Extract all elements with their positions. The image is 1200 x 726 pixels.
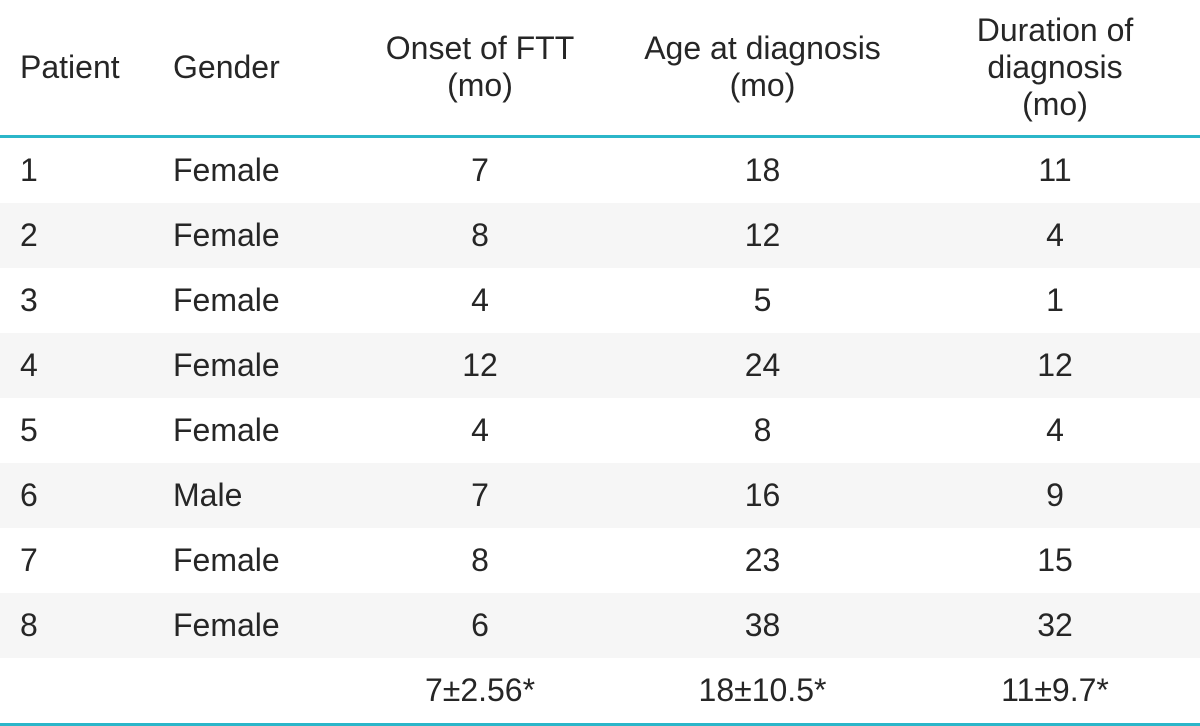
cell-age: 38 <box>615 593 910 658</box>
col-header-onset: Onset of FTT (mo) <box>345 1 615 136</box>
cell-onset: 7 <box>345 136 615 203</box>
col-header-duration-line1: Duration of diagnosis <box>916 12 1194 86</box>
cell-gender: Female <box>155 268 345 333</box>
summary-gender <box>155 658 345 725</box>
table-row: 5 Female 4 8 4 <box>0 398 1200 463</box>
col-header-duration-line2: (mo) <box>916 86 1194 123</box>
cell-gender: Female <box>155 528 345 593</box>
cell-patient: 5 <box>0 398 155 463</box>
summary-patient <box>0 658 155 725</box>
cell-duration: 11 <box>910 136 1200 203</box>
cell-age: 23 <box>615 528 910 593</box>
summary-duration: 11±9.7* <box>910 658 1200 725</box>
col-header-age-line2: (mo) <box>644 67 881 104</box>
table-container: Patient Gender Onset of FTT (mo) <box>0 0 1200 726</box>
col-header-onset-line2: (mo) <box>386 67 574 104</box>
cell-duration: 1 <box>910 268 1200 333</box>
summary-onset: 7±2.56* <box>345 658 615 725</box>
cell-onset: 8 <box>345 203 615 268</box>
col-header-gender: Gender <box>155 1 345 136</box>
table-header-row: Patient Gender Onset of FTT (mo) <box>0 1 1200 136</box>
col-header-gender-line1: Gender <box>173 49 280 86</box>
cell-age: 16 <box>615 463 910 528</box>
col-header-onset-line1: Onset of FTT <box>386 30 574 67</box>
cell-age: 8 <box>615 398 910 463</box>
cell-duration: 4 <box>910 398 1200 463</box>
col-header-age: Age at diagnosis (mo) <box>615 1 910 136</box>
cell-duration: 9 <box>910 463 1200 528</box>
cell-duration: 4 <box>910 203 1200 268</box>
col-header-patient-line1: Patient <box>20 49 120 86</box>
summary-age: 18±10.5* <box>615 658 910 725</box>
table-row: 8 Female 6 38 32 <box>0 593 1200 658</box>
cell-duration: 12 <box>910 333 1200 398</box>
table-row: 4 Female 12 24 12 <box>0 333 1200 398</box>
cell-patient: 7 <box>0 528 155 593</box>
cell-gender: Female <box>155 333 345 398</box>
cell-age: 12 <box>615 203 910 268</box>
table-summary-row: 7±2.56* 18±10.5* 11±9.7* <box>0 658 1200 725</box>
cell-gender: Female <box>155 203 345 268</box>
cell-onset: 4 <box>345 398 615 463</box>
cell-patient: 8 <box>0 593 155 658</box>
cell-patient: 2 <box>0 203 155 268</box>
cell-duration: 32 <box>910 593 1200 658</box>
col-header-age-line1: Age at diagnosis <box>644 30 881 67</box>
cell-age: 18 <box>615 136 910 203</box>
cell-patient: 3 <box>0 268 155 333</box>
cell-age: 5 <box>615 268 910 333</box>
cell-gender: Female <box>155 136 345 203</box>
table-row: 2 Female 8 12 4 <box>0 203 1200 268</box>
cell-gender: Female <box>155 398 345 463</box>
cell-onset: 12 <box>345 333 615 398</box>
cell-patient: 1 <box>0 136 155 203</box>
cell-onset: 7 <box>345 463 615 528</box>
col-header-duration: Duration of diagnosis (mo) <box>910 1 1200 136</box>
cell-gender: Male <box>155 463 345 528</box>
cell-patient: 6 <box>0 463 155 528</box>
cell-onset: 6 <box>345 593 615 658</box>
table-row: 7 Female 8 23 15 <box>0 528 1200 593</box>
data-table: Patient Gender Onset of FTT (mo) <box>0 0 1200 726</box>
cell-onset: 8 <box>345 528 615 593</box>
table-row: 3 Female 4 5 1 <box>0 268 1200 333</box>
table-row: 6 Male 7 16 9 <box>0 463 1200 528</box>
cell-onset: 4 <box>345 268 615 333</box>
cell-gender: Female <box>155 593 345 658</box>
table-row: 1 Female 7 18 11 <box>0 136 1200 203</box>
cell-age: 24 <box>615 333 910 398</box>
cell-patient: 4 <box>0 333 155 398</box>
cell-duration: 15 <box>910 528 1200 593</box>
col-header-patient: Patient <box>0 1 155 136</box>
